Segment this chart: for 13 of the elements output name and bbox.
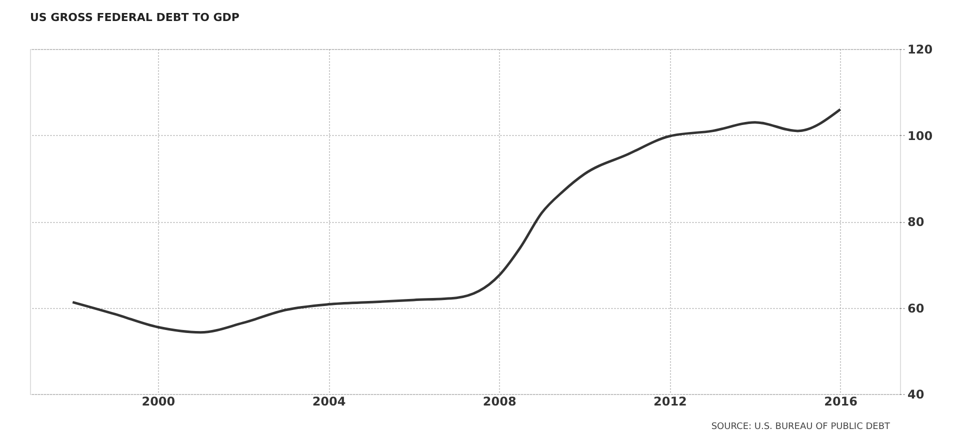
y-tick-label: 120 xyxy=(908,42,933,56)
y-tick-label: 60 xyxy=(908,301,924,316)
x-tick-label: 2000 xyxy=(142,394,176,408)
x-tick-label: 2008 xyxy=(482,394,516,408)
line-series xyxy=(71,108,842,334)
y-tick-label: 100 xyxy=(908,128,933,143)
x-tick-label: 2004 xyxy=(312,394,346,408)
source-note: SOURCE: U.S. BUREAU OF PUBLIC DEBT xyxy=(711,422,890,432)
x-tick-label: 2012 xyxy=(654,394,687,408)
y-tick-label: 40 xyxy=(908,388,924,402)
chart-title: US GROSS FEDERAL DEBT TO GDP xyxy=(30,11,240,24)
x-tick-label: 2016 xyxy=(824,394,858,408)
y-tick-label: 80 xyxy=(908,215,924,229)
